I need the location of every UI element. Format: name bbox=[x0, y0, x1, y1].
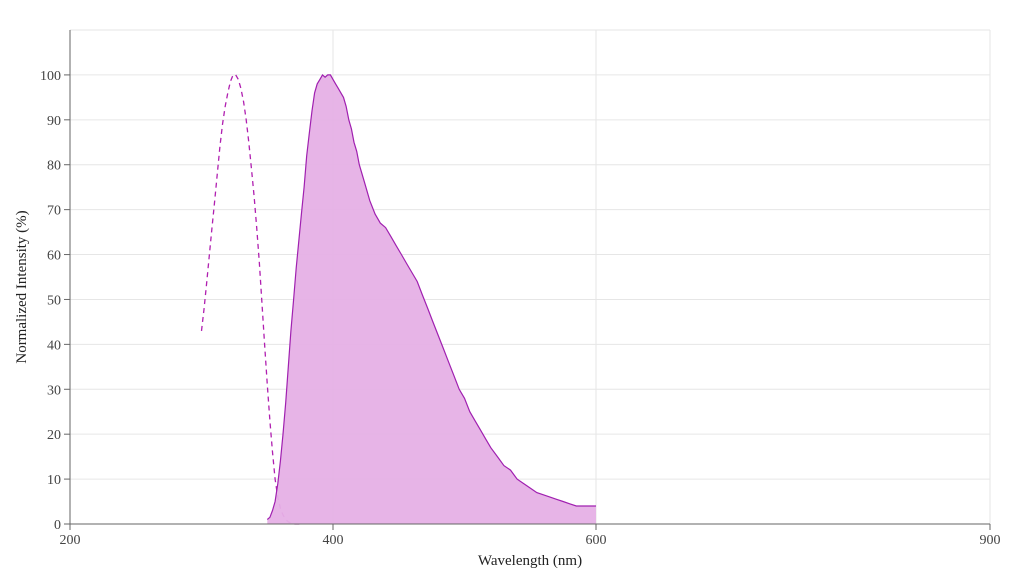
y-tick-label-30: 30 bbox=[47, 383, 61, 398]
x-tick-label-400: 400 bbox=[323, 533, 344, 548]
y-tick-label-40: 40 bbox=[47, 338, 61, 353]
emission-area bbox=[267, 74, 596, 525]
x-axis-title: Wavelength (nm) bbox=[478, 553, 582, 569]
emission-line bbox=[266, 73, 596, 520]
y-tick-label-60: 60 bbox=[47, 249, 61, 264]
y-tick-label-80: 80 bbox=[47, 159, 61, 174]
y-axis-title: Normalized Intensity (%) bbox=[14, 210, 30, 363]
y-tick-label-50: 50 bbox=[47, 293, 61, 308]
y-tick-label-0: 0 bbox=[54, 518, 61, 533]
y-tick-label-70: 70 bbox=[47, 204, 61, 219]
y-tick-label-10: 10 bbox=[47, 473, 61, 488]
y-tick-label-100: 100 bbox=[40, 69, 61, 84]
x-tick-label-900: 900 bbox=[980, 533, 1001, 548]
y-tick-label-20: 20 bbox=[47, 428, 61, 443]
y-tick-label-90: 90 bbox=[47, 114, 61, 129]
x-tick-label-600: 600 bbox=[586, 533, 607, 548]
x-tick-label-200: 200 bbox=[60, 533, 81, 548]
